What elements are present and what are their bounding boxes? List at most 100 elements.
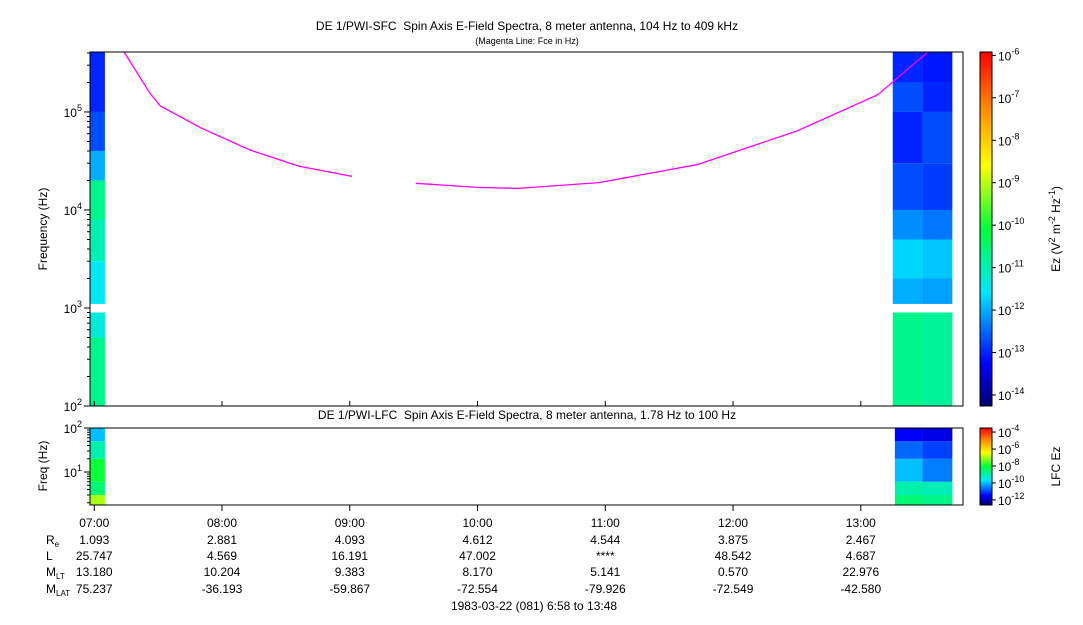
- y-tick-label: 102: [64, 419, 82, 436]
- ephemeris-value: 4.569: [207, 549, 237, 563]
- text-part: -14: [1011, 386, 1024, 396]
- spectrum-cell: [892, 239, 923, 279]
- spectrum-cell: [922, 163, 953, 210]
- text-part: 10: [998, 177, 1012, 191]
- spectrum-cell: [922, 495, 953, 505]
- colorbar: [979, 427, 993, 506]
- spectrum-cell: [90, 481, 105, 496]
- colorbar-label: LFC Ez: [1049, 446, 1063, 486]
- ephemeris-value: 48.542: [715, 549, 752, 563]
- spectrum-cell: [922, 239, 953, 279]
- spectrum-cell: [90, 495, 105, 505]
- y-tick-label: 104: [64, 201, 82, 218]
- spectrum-cell: [922, 481, 953, 496]
- text-part: 10: [64, 302, 78, 316]
- spectrum-cell: [90, 261, 105, 304]
- text-part: 10: [998, 426, 1012, 440]
- text-part: 10: [998, 460, 1012, 474]
- x-tick-label: 08:00: [207, 516, 237, 530]
- text-part: -2: [1047, 216, 1057, 224]
- colorbar-tick-label: 10-13: [998, 344, 1024, 361]
- ephemeris-value: 75.237: [76, 582, 113, 596]
- text-part: 10: [64, 422, 78, 436]
- spectrum-cell: [894, 458, 923, 482]
- text-part: -6: [1011, 46, 1019, 56]
- text-part: LAT: [56, 589, 70, 598]
- chart-subtitle: (Magenta Line: Fce in Hz): [475, 36, 579, 46]
- ephemeris-value: 25.747: [76, 549, 113, 563]
- ephemeris-label: MLAT: [46, 582, 70, 598]
- colorbar-tick-label: 10-11: [998, 259, 1024, 276]
- ephemeris-value: 9.383: [335, 565, 365, 579]
- spectrum-cell: [922, 278, 953, 304]
- ephemeris-value: 4.093: [335, 533, 365, 547]
- panel-title: DE 1/PWI-LFC Spin Axis E-Field Spectra, …: [318, 408, 736, 422]
- text-part: LFC Ez: [1049, 446, 1063, 486]
- ephemeris-label: Re: [46, 533, 60, 549]
- spectrum-cell: [90, 428, 105, 442]
- text-part: 2: [77, 397, 82, 407]
- x-tick-label: 07:00: [79, 516, 109, 530]
- text-part: -1: [1047, 190, 1057, 198]
- text-part: -11: [1011, 259, 1023, 269]
- colorbar-tick-label: 10-7: [998, 89, 1019, 106]
- text-part: 10: [998, 443, 1012, 457]
- y-tick-label: 102: [64, 397, 82, 414]
- text-part: -10: [1011, 474, 1024, 484]
- text-part: e: [55, 540, 60, 549]
- text-part: -13: [1011, 344, 1024, 354]
- x-tick-label: 11:00: [591, 516, 620, 530]
- colorbar-tick-label: 10-8: [998, 457, 1019, 474]
- ephemeris-value: -36.193: [202, 582, 243, 596]
- ephemeris-value: -72.549: [713, 582, 754, 596]
- spectrum-cell: [892, 82, 923, 112]
- spectrum-cell: [922, 111, 953, 164]
- x-tick-label: 12:00: [718, 516, 748, 530]
- text-part: R: [46, 533, 55, 547]
- spectrum-cell: [90, 180, 105, 220]
- spectrum-cell: [894, 428, 923, 442]
- spectrum-cell: [922, 82, 953, 112]
- spectrum-cell: [90, 219, 105, 262]
- spectrum-cell: [90, 312, 105, 338]
- text-part: L: [46, 549, 53, 563]
- text-part: ): [1049, 186, 1063, 190]
- ephemeris-value: 2.467: [846, 533, 876, 547]
- colorbar-tick-label: 10-6: [998, 440, 1019, 457]
- text-part: 10: [64, 400, 78, 414]
- text-part: 2: [1047, 238, 1057, 243]
- text-part: 10: [998, 92, 1012, 106]
- spectrum-cell: [892, 312, 923, 406]
- spectrum-cell: [90, 441, 105, 459]
- chart-title: DE 1/PWI-SFC Spin Axis E-Field Spectra, …: [316, 19, 738, 33]
- text-part: 10: [998, 219, 1012, 233]
- spectrum-cell: [922, 441, 953, 459]
- spectrum-cell: [894, 441, 923, 459]
- ephemeris-value: 22.976: [842, 565, 879, 579]
- ephemeris-value: 2.881: [207, 533, 237, 547]
- spectrum-cell: [90, 337, 105, 406]
- colorbar-tick-label: 10-12: [998, 491, 1024, 508]
- ephemeris-value: 47.002: [459, 549, 496, 563]
- spectrum-cell: [892, 111, 923, 164]
- spectrum-cell: [90, 458, 105, 482]
- text-part: 10: [64, 204, 78, 218]
- colorbar-tick-label: 10-4: [998, 423, 1019, 440]
- text-part: M: [46, 582, 56, 596]
- ephemeris-value: 4.687: [846, 549, 876, 563]
- y-tick-label: 103: [64, 299, 82, 316]
- ephemeris-value: ****: [596, 549, 615, 563]
- colorbar: [979, 51, 993, 407]
- x-tick-label: 13:00: [846, 516, 876, 530]
- text-part: 1: [77, 463, 82, 473]
- spectrum-cell: [90, 111, 105, 151]
- colorbar-tick-label: 10-12: [998, 301, 1024, 318]
- text-part: 10: [998, 134, 1012, 148]
- colorbar-tick-label: 10-8: [998, 131, 1019, 148]
- ephemeris-value: 4.544: [590, 533, 620, 547]
- text-part: -4: [1011, 423, 1019, 433]
- text-part: 10: [998, 49, 1012, 63]
- text-part: Hz: [1049, 198, 1063, 216]
- ephemeris-value: -72.554: [457, 582, 498, 596]
